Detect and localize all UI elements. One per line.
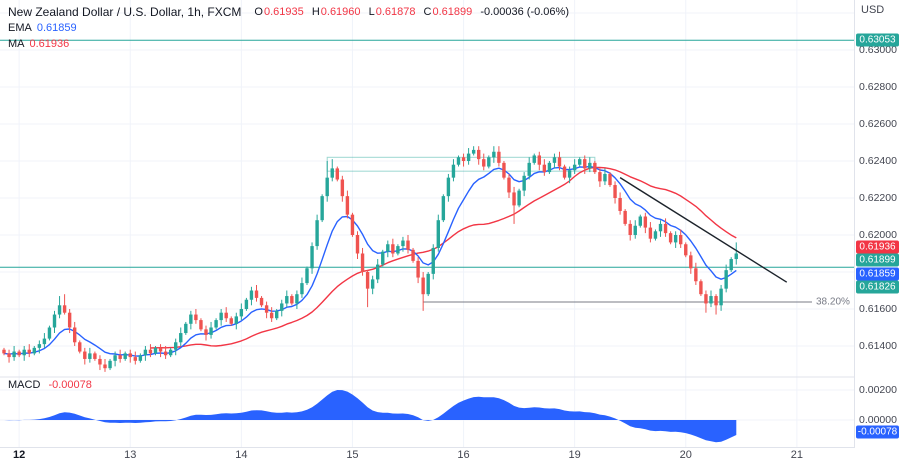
price-axis-label: 0.63000 (859, 44, 897, 56)
fib-level-label: 38.20% (816, 296, 850, 308)
open-value: 0.61935 (263, 6, 304, 18)
price-axis-label: 0.62800 (859, 81, 897, 93)
low-label: L (368, 6, 375, 18)
grid-lines (0, 0, 855, 448)
time-axis-label: 16 (457, 449, 470, 461)
symbol-row[interactable]: New Zealand Dollar / U.S. Dollar, 1h, FX… (8, 4, 569, 20)
price-axis[interactable]: USD 0.63000 0.62800 0.62600 0.62400 0.62200 0… (854, 0, 900, 464)
macd-indicator-row[interactable]: MACD -0.00078 (8, 379, 92, 391)
macd-label: MACD (8, 379, 41, 391)
change-value: -0.00036 (-0.06%) (480, 6, 569, 18)
time-axis-label: 13 (124, 449, 137, 461)
price-axis-label: 0.61400 (859, 340, 897, 352)
price-badge: 0.61936 (856, 240, 899, 254)
macd-histogram-area (4, 390, 737, 443)
time-axis-label: 15 (346, 449, 359, 461)
price-axis-label: 0.62200 (859, 192, 897, 204)
high-value: 0.61960 (320, 6, 361, 18)
macd-value: -0.00078 (48, 379, 92, 391)
close-label: C (423, 6, 432, 18)
ema-line[interactable] (3, 165, 737, 357)
macd-axis-label: 0.00200 (859, 384, 897, 396)
ma-label: MA (8, 38, 25, 50)
ema-indicator-row[interactable]: EMA 0.61859 (8, 20, 569, 36)
time-axis-label: 12 (13, 449, 26, 461)
high-label: H (311, 6, 320, 18)
trendline[interactable] (619, 177, 788, 283)
time-axis-label: 19 (568, 449, 581, 461)
chart-legend: New Zealand Dollar / U.S. Dollar, 1h, FX… (8, 4, 569, 52)
ohlc-values: O0.61935 H0.61960 L0.61878 C0.61899 -0.0… (249, 4, 569, 20)
time-axis-label: 20 (679, 449, 692, 461)
macd-value-badge: -0.00078 (856, 425, 899, 439)
price-badge: 0.63053 (856, 33, 899, 47)
price-badge: 0.61899 (856, 253, 899, 267)
time-axis-label: 14 (235, 449, 248, 461)
price-axis-label: 0.62000 (859, 229, 897, 241)
price-axis-label: 0.62600 (859, 118, 897, 130)
price-badge: 0.61859 (856, 267, 899, 281)
price-axis-label: 0.61600 (859, 303, 897, 315)
ema-label: EMA (8, 22, 32, 34)
low-value: 0.61878 (375, 6, 416, 18)
candles-group (2, 146, 738, 372)
price-axis-label: 0.62400 (859, 155, 897, 167)
open-label: O (254, 6, 263, 18)
symbol-title[interactable]: New Zealand Dollar / U.S. Dollar, 1h, FX… (8, 5, 242, 19)
ma-indicator-row[interactable]: MA 0.61936 (8, 36, 569, 52)
close-value: 0.61899 (432, 6, 473, 18)
ma-value: 0.61936 (29, 38, 70, 50)
time-axis[interactable]: 12 13 14 15 16 19 20 21 (0, 447, 855, 464)
currency-label: USD (861, 4, 885, 16)
ema-value: 0.61859 (36, 22, 77, 34)
price-badge: 0.61826 (856, 280, 899, 294)
macd-axis-label: 0.00000 (859, 414, 897, 426)
time-axis-label: 21 (790, 449, 803, 461)
